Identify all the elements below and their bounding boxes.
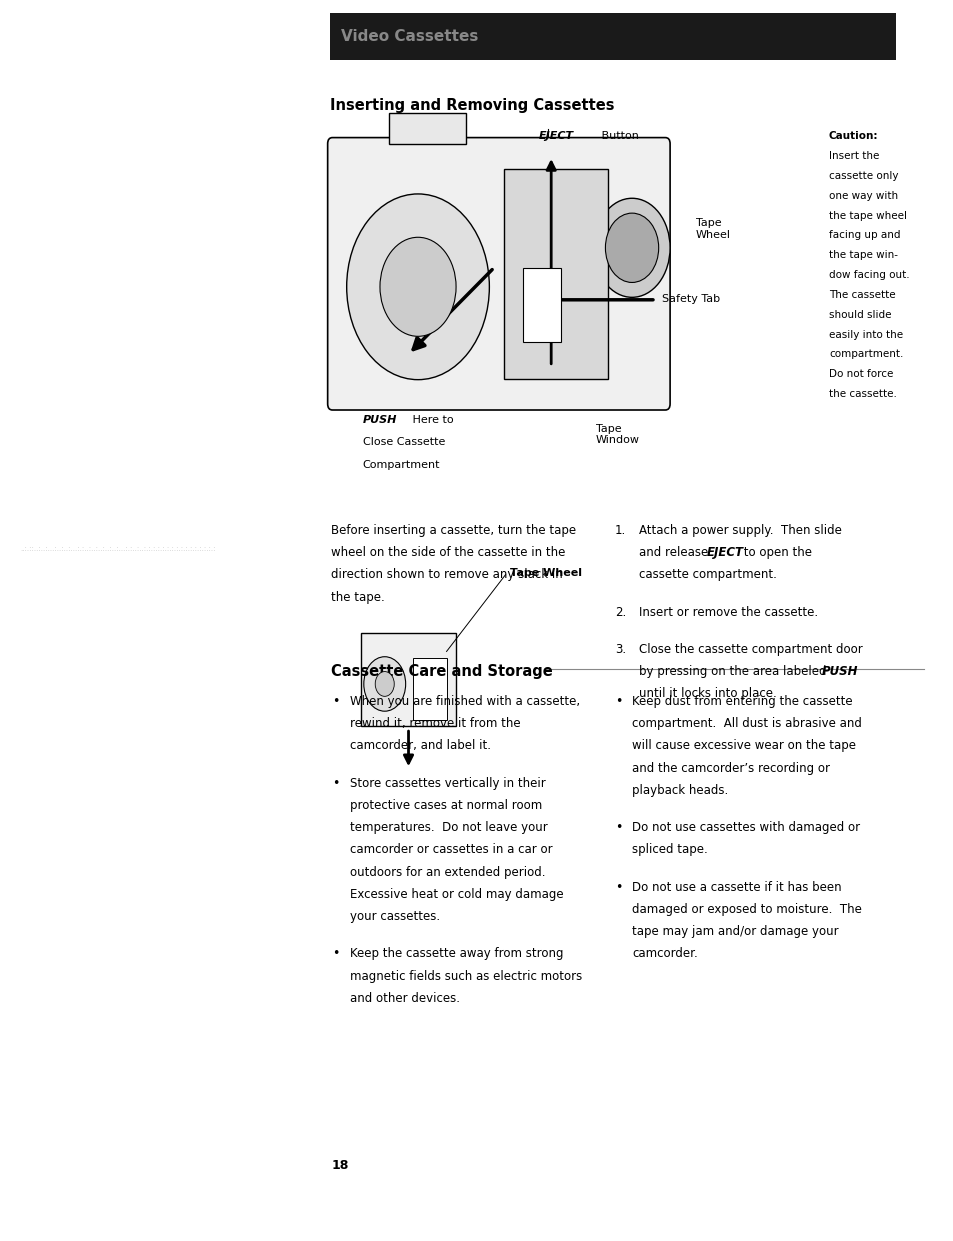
Text: EJECT: EJECT — [706, 546, 743, 560]
Circle shape — [379, 237, 456, 336]
Text: the cassette.: the cassette. — [828, 388, 896, 398]
Text: •: • — [615, 881, 621, 894]
Text: the tape wheel: the tape wheel — [828, 211, 906, 221]
Text: Keep dust from entering the cassette: Keep dust from entering the cassette — [632, 695, 852, 707]
FancyBboxPatch shape — [360, 633, 456, 726]
Text: until it locks into place.: until it locks into place. — [639, 688, 776, 700]
Text: Insert or remove the cassette.: Insert or remove the cassette. — [639, 606, 817, 619]
Text: magnetic fields such as electric motors: magnetic fields such as electric motors — [349, 969, 581, 983]
Text: •: • — [615, 695, 621, 707]
Text: Tape
Wheel: Tape Wheel — [695, 218, 730, 240]
Text: Compartment: Compartment — [362, 459, 440, 469]
Text: Attach a power supply.  Then slide: Attach a power supply. Then slide — [639, 524, 841, 537]
Text: playback heads.: playback heads. — [632, 784, 727, 797]
FancyBboxPatch shape — [329, 12, 895, 60]
Text: Close Cassette: Close Cassette — [362, 437, 445, 447]
Circle shape — [375, 671, 394, 696]
Text: one way with: one way with — [828, 191, 897, 201]
Text: When you are finished with a cassette,: When you are finished with a cassette, — [349, 695, 579, 707]
Text: Cassette Care and Storage: Cassette Care and Storage — [331, 664, 553, 679]
Text: Keep the cassette away from strong: Keep the cassette away from strong — [349, 947, 562, 961]
Text: the tape win-: the tape win- — [828, 251, 897, 261]
Text: Excessive heat or cold may damage: Excessive heat or cold may damage — [349, 889, 562, 901]
Text: Button: Button — [598, 132, 638, 141]
Text: wheel on the side of the cassette in the: wheel on the side of the cassette in the — [331, 546, 565, 560]
Text: rewind it, remove it from the: rewind it, remove it from the — [349, 717, 519, 730]
Text: Store cassettes vertically in their: Store cassettes vertically in their — [349, 777, 545, 789]
Text: tape may jam and/or damage your: tape may jam and/or damage your — [632, 925, 838, 938]
Text: •: • — [615, 822, 621, 834]
Text: camcorder, and label it.: camcorder, and label it. — [349, 740, 490, 752]
Text: compartment.: compartment. — [828, 349, 902, 360]
Text: Do not force: Do not force — [828, 369, 892, 380]
Text: 2.: 2. — [615, 606, 625, 619]
Text: cassette only: cassette only — [828, 171, 898, 181]
Text: camcorder or cassettes in a car or: camcorder or cassettes in a car or — [349, 844, 552, 856]
Circle shape — [346, 194, 489, 380]
Text: Tape Wheel: Tape Wheel — [510, 568, 581, 578]
Text: •: • — [332, 695, 339, 707]
FancyBboxPatch shape — [413, 658, 446, 720]
Circle shape — [594, 199, 669, 298]
Text: protective cases at normal room: protective cases at normal room — [349, 799, 541, 812]
Text: PUSH: PUSH — [821, 665, 857, 678]
Text: Insert the: Insert the — [828, 151, 879, 161]
Text: Video Cassettes: Video Cassettes — [340, 29, 477, 43]
Text: spliced tape.: spliced tape. — [632, 844, 707, 856]
Text: cassette compartment.: cassette compartment. — [639, 568, 776, 582]
FancyBboxPatch shape — [327, 138, 669, 410]
Text: Here to: Here to — [408, 414, 453, 424]
Text: camcorder.: camcorder. — [632, 947, 697, 961]
Text: and release: and release — [639, 546, 711, 560]
Text: Tape
Window: Tape Window — [596, 423, 639, 446]
Text: compartment.  All dust is abrasive and: compartment. All dust is abrasive and — [632, 717, 861, 730]
Text: to open the: to open the — [740, 546, 812, 560]
Text: damaged or exposed to moisture.  The: damaged or exposed to moisture. The — [632, 902, 861, 916]
Text: the tape.: the tape. — [331, 591, 385, 604]
Text: easily into the: easily into the — [828, 330, 902, 340]
Text: should slide: should slide — [828, 310, 890, 320]
Text: Inserting and Removing Cassettes: Inserting and Removing Cassettes — [329, 98, 614, 113]
FancyBboxPatch shape — [503, 169, 608, 379]
Text: facing up and: facing up and — [828, 231, 900, 241]
Text: outdoors for an extended period.: outdoors for an extended period. — [349, 866, 544, 879]
Text: and other devices.: and other devices. — [349, 992, 459, 1005]
Text: •: • — [332, 777, 339, 789]
Text: Safety Tab: Safety Tab — [661, 294, 720, 304]
Text: ..:.::..:..:...:..:..:...:.:..:..:..:..:..:...:.:..:..:.:.:.:.:.:.:.:.:.:.:.:.:.: ..:.::..:..:...:..:..:...:.:..:..:..:..:… — [20, 546, 215, 552]
Text: Do not use cassettes with damaged or: Do not use cassettes with damaged or — [632, 822, 860, 834]
Text: Before inserting a cassette, turn the tape: Before inserting a cassette, turn the ta… — [331, 524, 576, 537]
Circle shape — [363, 656, 405, 711]
Text: your cassettes.: your cassettes. — [349, 910, 439, 923]
Text: will cause excessive wear on the tape: will cause excessive wear on the tape — [632, 740, 855, 752]
Text: Do not use a cassette if it has been: Do not use a cassette if it has been — [632, 881, 841, 894]
Text: PUSH: PUSH — [362, 414, 396, 424]
Text: The cassette: The cassette — [828, 290, 895, 300]
Text: by pressing on the area labeled: by pressing on the area labeled — [639, 665, 829, 678]
Text: Close the cassette compartment door: Close the cassette compartment door — [639, 643, 862, 655]
Text: and the camcorder’s recording or: and the camcorder’s recording or — [632, 762, 829, 774]
Text: EJECT: EJECT — [538, 132, 574, 141]
FancyBboxPatch shape — [522, 268, 560, 343]
Text: 18: 18 — [331, 1159, 349, 1172]
Text: •: • — [332, 947, 339, 961]
Text: temperatures.  Do not leave your: temperatures. Do not leave your — [349, 822, 547, 834]
Text: dow facing out.: dow facing out. — [828, 271, 908, 280]
FancyBboxPatch shape — [389, 113, 465, 144]
Text: 3.: 3. — [615, 643, 625, 655]
Text: Caution:: Caution: — [828, 132, 878, 141]
Circle shape — [605, 213, 658, 283]
Text: direction shown to remove any slack in: direction shown to remove any slack in — [331, 568, 562, 582]
Text: 1.: 1. — [615, 524, 625, 537]
